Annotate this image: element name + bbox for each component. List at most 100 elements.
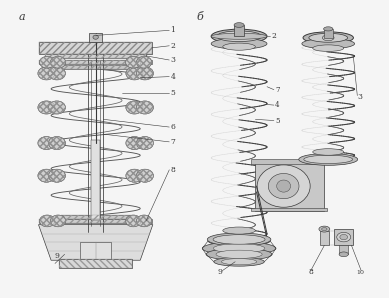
Circle shape — [137, 215, 152, 227]
Circle shape — [137, 136, 153, 150]
Text: б: б — [196, 12, 203, 22]
Bar — [45, 54, 146, 58]
Ellipse shape — [223, 227, 255, 234]
Ellipse shape — [303, 32, 354, 44]
Polygon shape — [39, 225, 153, 260]
Ellipse shape — [208, 236, 270, 246]
Ellipse shape — [213, 235, 265, 244]
Bar — [320, 231, 329, 245]
Ellipse shape — [213, 244, 265, 253]
Bar — [61, 65, 131, 69]
Circle shape — [51, 56, 66, 68]
Bar — [80, 242, 111, 259]
Text: 3: 3 — [357, 93, 362, 101]
Text: 4: 4 — [170, 73, 175, 81]
Text: 1: 1 — [170, 26, 175, 34]
Circle shape — [38, 101, 55, 114]
Ellipse shape — [322, 228, 327, 231]
Text: 6: 6 — [170, 123, 175, 131]
Bar — [254, 161, 324, 211]
Ellipse shape — [216, 250, 262, 258]
Circle shape — [126, 169, 143, 182]
Circle shape — [137, 56, 152, 68]
Ellipse shape — [211, 38, 267, 49]
Bar — [45, 54, 146, 58]
Text: 9: 9 — [55, 252, 60, 260]
Ellipse shape — [223, 43, 255, 50]
Bar — [339, 245, 349, 254]
Ellipse shape — [268, 173, 299, 199]
Text: 5: 5 — [170, 89, 175, 97]
Bar — [39, 219, 152, 223]
Ellipse shape — [234, 23, 244, 27]
Ellipse shape — [299, 153, 357, 165]
Bar — [251, 159, 328, 164]
Bar — [39, 60, 152, 64]
Ellipse shape — [207, 233, 271, 246]
Bar — [59, 259, 133, 268]
Circle shape — [126, 215, 141, 227]
Circle shape — [48, 136, 65, 150]
Ellipse shape — [214, 257, 264, 266]
Ellipse shape — [322, 35, 334, 41]
Bar — [61, 215, 131, 219]
Ellipse shape — [319, 226, 330, 232]
Circle shape — [126, 56, 141, 68]
Ellipse shape — [206, 248, 272, 260]
Ellipse shape — [202, 242, 276, 255]
Ellipse shape — [313, 149, 344, 155]
Circle shape — [48, 101, 65, 114]
Text: 7: 7 — [275, 86, 280, 94]
Circle shape — [126, 67, 143, 80]
Bar — [39, 219, 152, 223]
Bar — [251, 208, 328, 211]
Circle shape — [40, 56, 55, 68]
Text: 2: 2 — [170, 42, 175, 50]
Bar — [61, 215, 131, 219]
Circle shape — [38, 67, 55, 80]
Text: 8: 8 — [170, 166, 175, 174]
Ellipse shape — [277, 180, 291, 192]
Bar — [39, 42, 152, 54]
Ellipse shape — [257, 165, 310, 207]
Text: 8: 8 — [309, 268, 314, 276]
Circle shape — [48, 169, 65, 182]
Ellipse shape — [221, 259, 257, 265]
Circle shape — [48, 67, 65, 80]
Bar — [234, 25, 244, 36]
Bar — [39, 42, 152, 54]
Text: 5: 5 — [275, 117, 280, 125]
Bar — [39, 60, 152, 64]
Circle shape — [137, 101, 153, 114]
Ellipse shape — [324, 27, 333, 31]
Text: 3: 3 — [170, 56, 175, 64]
Circle shape — [38, 136, 55, 150]
Text: 9: 9 — [218, 268, 223, 276]
Ellipse shape — [339, 252, 349, 257]
Bar — [59, 259, 133, 268]
Text: а: а — [18, 12, 25, 22]
Ellipse shape — [302, 39, 355, 49]
Circle shape — [40, 215, 55, 227]
Ellipse shape — [93, 35, 98, 39]
Bar — [324, 29, 333, 38]
Text: 4: 4 — [275, 101, 280, 109]
Ellipse shape — [217, 237, 261, 245]
Circle shape — [137, 67, 153, 80]
Ellipse shape — [211, 29, 267, 44]
Ellipse shape — [313, 45, 344, 52]
Circle shape — [51, 215, 66, 227]
Ellipse shape — [340, 235, 348, 240]
Ellipse shape — [211, 33, 267, 39]
Circle shape — [126, 136, 143, 150]
Text: 2: 2 — [271, 32, 276, 40]
Bar — [61, 65, 131, 69]
Text: 7: 7 — [170, 138, 175, 146]
Ellipse shape — [304, 155, 353, 164]
Circle shape — [137, 169, 153, 182]
Bar — [89, 33, 102, 42]
Bar — [91, 140, 100, 220]
Circle shape — [126, 101, 143, 114]
Ellipse shape — [217, 31, 261, 42]
Ellipse shape — [337, 232, 351, 242]
